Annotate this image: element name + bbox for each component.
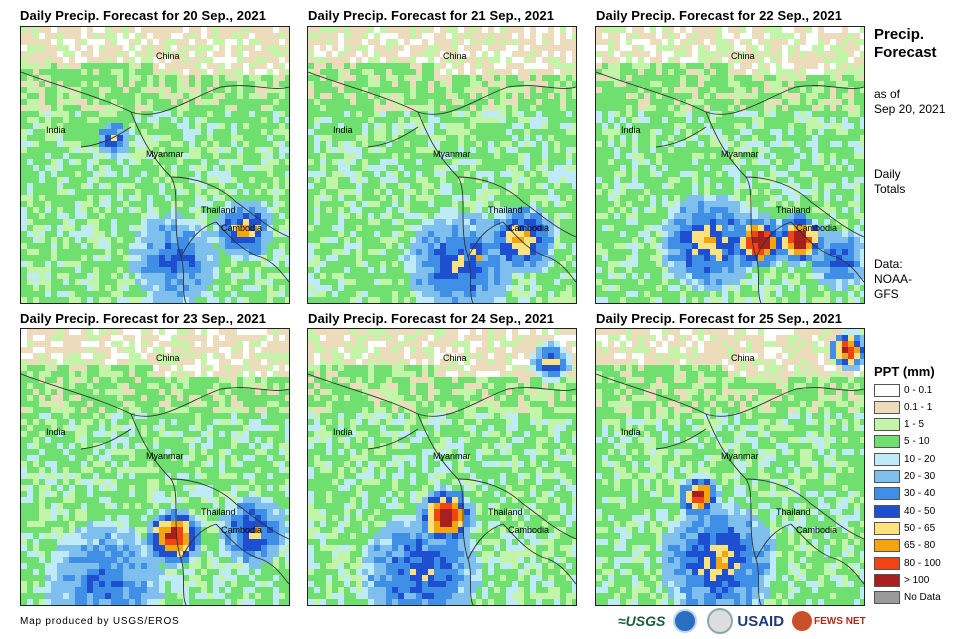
side-heading-line1: Precip. (874, 26, 925, 43)
legend-swatch (874, 400, 900, 414)
legend-swatch (874, 435, 900, 449)
map-image: China India Myanmar Thailand Cambodia (307, 26, 577, 304)
country-label: Cambodia (508, 525, 549, 535)
legend-label: 20 - 30 (904, 471, 936, 482)
map-title: Daily Precip. Forecast for 21 Sep., 2021 (308, 8, 555, 23)
legend-label: 5 - 10 (904, 436, 930, 448)
legend-label: 0 - 0.1 (904, 384, 933, 396)
daily-line2: Totals (874, 182, 906, 196)
country-label: Myanmar (146, 451, 184, 461)
map-title: Daily Precip. Forecast for 20 Sep., 2021 (20, 8, 267, 23)
usaid-logo: USAID (737, 612, 785, 630)
legend-item: 80 - 100 (874, 555, 941, 571)
country-label: China (731, 353, 755, 363)
legend-item: 5 - 10 (874, 434, 930, 450)
map-credit: Map produced by USGS/EROS (20, 616, 180, 627)
country-label: Myanmar (433, 451, 471, 461)
legend-item: 0 - 0.1 (874, 382, 932, 398)
legend-item: 30 - 40 (874, 486, 935, 502)
map-title: Daily Precip. Forecast for 24 Sep., 2021 (308, 311, 555, 326)
noaa-logo-icon (673, 609, 698, 633)
data-line3: GFS (874, 287, 899, 301)
country-label: Thailand (776, 205, 811, 215)
legend-item: > 100 (874, 572, 929, 588)
country-label: India (46, 427, 66, 437)
country-label: Thailand (488, 205, 523, 215)
side-heading-line2: Forecast (874, 44, 937, 61)
asof-line2: Sep 20, 2021 (874, 102, 946, 116)
country-label: Cambodia (221, 223, 262, 233)
country-label: China (731, 51, 755, 61)
country-label: India (621, 125, 641, 135)
country-label: Myanmar (721, 451, 759, 461)
legend-swatch (874, 573, 900, 587)
country-label: India (333, 125, 353, 135)
legend-swatch (874, 383, 900, 397)
country-label: Thailand (488, 507, 523, 517)
legend-swatch (874, 591, 900, 605)
country-label: India (621, 427, 641, 437)
country-label: India (46, 125, 66, 135)
legend-label: 10 - 20 (904, 453, 936, 465)
usgs-logo: ≈USGS (618, 613, 666, 629)
legend-label: 1 - 5 (904, 419, 925, 431)
daily-line1: Daily (874, 167, 901, 181)
legend-swatch (874, 521, 900, 535)
country-label: Myanmar (433, 149, 471, 159)
legend-title: PPT (mm) (874, 364, 935, 379)
country-label: China (156, 51, 180, 61)
legend-swatch (874, 487, 900, 501)
legend-item: 50 - 65 (874, 520, 935, 536)
country-label: Thailand (201, 507, 236, 517)
legend-item: 10 - 20 (874, 451, 935, 467)
logo-strip: ≈USGS USAID FEWS NET (618, 608, 866, 634)
legend-swatch (874, 539, 900, 553)
legend-swatch (874, 452, 900, 466)
country-label: India (333, 427, 353, 437)
country-label: Cambodia (508, 223, 549, 233)
legend-swatch (874, 470, 900, 483)
legend-label: 50 - 65 (904, 522, 936, 534)
country-label: Thailand (201, 205, 236, 215)
map-title: Daily Precip. Forecast for 22 Sep., 2021 (596, 8, 843, 23)
legend-label: 30 - 40 (904, 488, 936, 500)
legend-label: > 100 (904, 574, 930, 586)
fews-net-logo: FEWS NET (814, 615, 866, 627)
country-label: China (443, 353, 467, 363)
map-title: Daily Precip. Forecast for 23 Sep., 2021 (20, 311, 267, 326)
legend-item: 65 - 80 (874, 538, 935, 554)
map-image: China India Myanmar Thailand Cambodia (595, 26, 865, 304)
legend-swatch (874, 418, 900, 432)
map-image: China India Myanmar Thailand Cambodia (20, 328, 290, 606)
map-image: China India Myanmar Thailand Cambodia (20, 26, 290, 304)
data-line2: NOAA- (874, 272, 913, 286)
legend-item: 0.1 - 1 (874, 399, 932, 415)
legend-item: 40 - 50 (874, 503, 935, 519)
map-image: China India Myanmar Thailand Cambodia (595, 328, 865, 606)
map-title: Daily Precip. Forecast for 25 Sep., 2021 (596, 311, 843, 326)
legend-label: 40 - 50 (904, 505, 936, 517)
fews-net-emblem-icon (792, 611, 813, 631)
country-label: Cambodia (796, 525, 837, 535)
legend-label: 80 - 100 (904, 557, 941, 569)
country-label: China (156, 353, 180, 363)
usaid-seal-icon (707, 608, 734, 634)
legend-item: 1 - 5 (874, 417, 924, 433)
legend-item: No Data (874, 590, 941, 606)
data-line1: Data: (874, 257, 903, 271)
country-label: Myanmar (146, 149, 184, 159)
legend-item: 20 - 30 (874, 469, 935, 485)
country-label: Thailand (776, 507, 811, 517)
legend-swatch (874, 556, 900, 570)
country-label: Cambodia (796, 223, 837, 233)
country-label: Myanmar (721, 149, 759, 159)
legend-label: 65 - 80 (904, 540, 936, 552)
legend-label: No Data (904, 592, 941, 604)
map-image: China India Myanmar Thailand Cambodia (307, 328, 577, 606)
asof-line1: as of (874, 87, 901, 101)
legend-swatch (874, 504, 900, 518)
legend-label: 0.1 - 1 (904, 401, 933, 413)
country-label: China (443, 51, 467, 61)
country-label: Cambodia (221, 525, 262, 535)
